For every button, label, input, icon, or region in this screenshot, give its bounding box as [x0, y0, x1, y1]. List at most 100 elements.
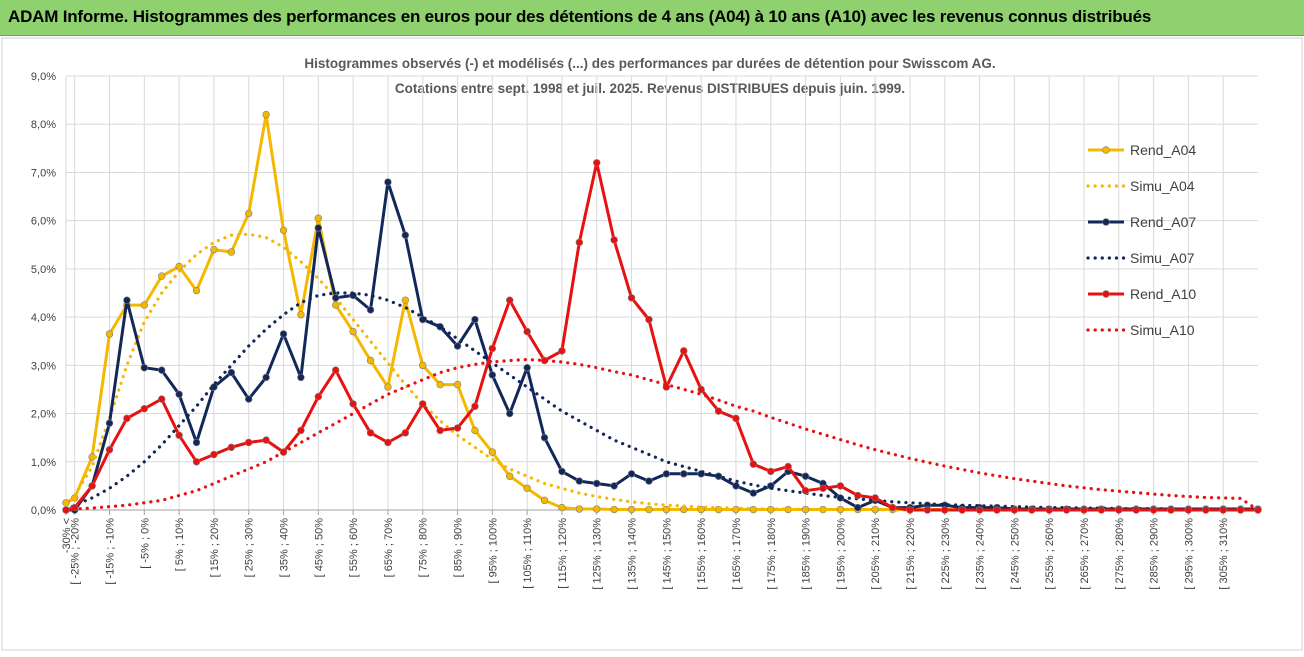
data-point [366, 306, 375, 314]
data-point [453, 380, 462, 389]
data-point [697, 385, 705, 394]
data-point [210, 245, 218, 254]
data-point [784, 462, 792, 471]
data-point [488, 448, 497, 456]
data-point [158, 395, 166, 403]
data-point [610, 505, 618, 514]
legend-marker [1102, 218, 1110, 226]
data-point [540, 433, 549, 442]
x-tick-label: [ 155% ; 160% [696, 518, 708, 590]
data-point [958, 506, 966, 514]
x-tick-label: [ 135% ; 140% [627, 518, 639, 590]
x-tick-label: [ 115% ; 120% [557, 518, 569, 589]
chart-area: Histogrammes observés (-) et modélisés (… [0, 36, 1304, 652]
x-tick-label: [ 125% ; 130% [592, 518, 604, 590]
data-point [297, 373, 305, 382]
data-point [227, 368, 236, 377]
data-point [1062, 506, 1071, 514]
data-point [836, 482, 845, 490]
data-point [593, 505, 601, 513]
legend-item: Simu_A04 [1086, 178, 1195, 194]
legend-label: Simu_A07 [1130, 250, 1195, 266]
legend-item: Rend_A04 [1088, 142, 1196, 158]
x-tick-label: [ 205% ; 210% [870, 518, 882, 590]
data-point [384, 438, 392, 447]
series-line-rend-a10 [65, 161, 1258, 512]
data-point [610, 236, 618, 244]
data-point [1149, 506, 1158, 514]
data-point [123, 296, 131, 304]
data-point [575, 238, 584, 247]
y-tick-label: 8,0% [31, 119, 56, 131]
data-point [471, 315, 479, 324]
legend-item: Rend_A07 [1088, 214, 1196, 230]
x-tick-label: [ 15% ; 20% [209, 518, 221, 578]
x-tick-label: [ -15% ; -10% [105, 518, 117, 585]
data-point [419, 361, 427, 370]
x-tick-label: [ 75% ; 80% [418, 518, 430, 578]
data-point [558, 503, 566, 512]
data-point [105, 419, 114, 427]
data-point [593, 159, 601, 167]
data-point [123, 414, 131, 423]
data-point [993, 506, 1001, 514]
data-point [558, 467, 566, 476]
data-point [245, 438, 253, 447]
data-point [575, 505, 584, 513]
x-tick-label: [ 255% ; 260% [1044, 518, 1056, 590]
data-point [453, 424, 462, 432]
x-tick-label: [ 95% ; 100% [487, 518, 499, 584]
legend-item: Simu_A07 [1086, 250, 1195, 266]
data-point [732, 482, 740, 490]
data-point [158, 366, 166, 374]
legend-marker [1102, 290, 1110, 298]
data-point [279, 330, 288, 338]
data-point [1028, 506, 1036, 514]
data-point [401, 231, 410, 239]
data-point [140, 301, 149, 309]
data-point [140, 405, 149, 413]
legend-label: Rend_A04 [1130, 142, 1196, 158]
data-point [227, 248, 236, 256]
x-tick-label: [ 165% ; 170% [731, 518, 743, 590]
x-tick-label: [ 85% ; 90% [453, 518, 465, 578]
x-tick-label: [ 105% ; 110% [522, 518, 534, 589]
data-point [906, 506, 914, 514]
data-point [419, 400, 427, 408]
data-point [506, 409, 514, 418]
y-tick-label: 9,0% [31, 71, 56, 83]
data-point [245, 395, 253, 403]
data-point [349, 327, 357, 336]
y-tick-label: 0,0% [31, 505, 56, 517]
x-tick-label: [ 305% ; 310% [1218, 518, 1230, 590]
data-point [488, 371, 497, 379]
x-tick-label: [ 25% ; 30% [244, 518, 256, 578]
data-point [714, 407, 723, 415]
x-tick-label: [ 215% ; 220% [905, 518, 917, 590]
x-tick-label: [ -25% ; -20% [70, 518, 82, 585]
series-markers-rend-a10 [62, 159, 1262, 514]
data-point [436, 380, 444, 389]
data-point [767, 467, 775, 476]
data-point [436, 426, 444, 435]
x-tick-label: [ 35% ; 40% [279, 518, 291, 578]
series [62, 110, 1262, 514]
data-point [680, 470, 688, 478]
data-point [1167, 506, 1175, 514]
x-tick-label: [ 235% ; 240% [975, 518, 987, 590]
x-tick-label: [ 145% ; 150% [661, 518, 673, 590]
data-point [1202, 506, 1210, 514]
data-point [349, 400, 357, 408]
data-point [210, 450, 218, 459]
data-point [506, 296, 514, 304]
data-point [175, 262, 183, 271]
data-point [923, 506, 932, 514]
legend-item: Rend_A10 [1088, 286, 1196, 302]
data-point [627, 505, 636, 514]
data-point [384, 383, 392, 391]
banner-title: ADAM Informe. Histogrammes des performan… [8, 7, 1152, 26]
series-line-simu-a10 [64, 357, 1260, 512]
chart-border [1, 37, 1303, 651]
legend-marker [1102, 146, 1110, 154]
chart-title-line-1: Histogrammes observés (-) et modélisés (… [304, 56, 995, 71]
